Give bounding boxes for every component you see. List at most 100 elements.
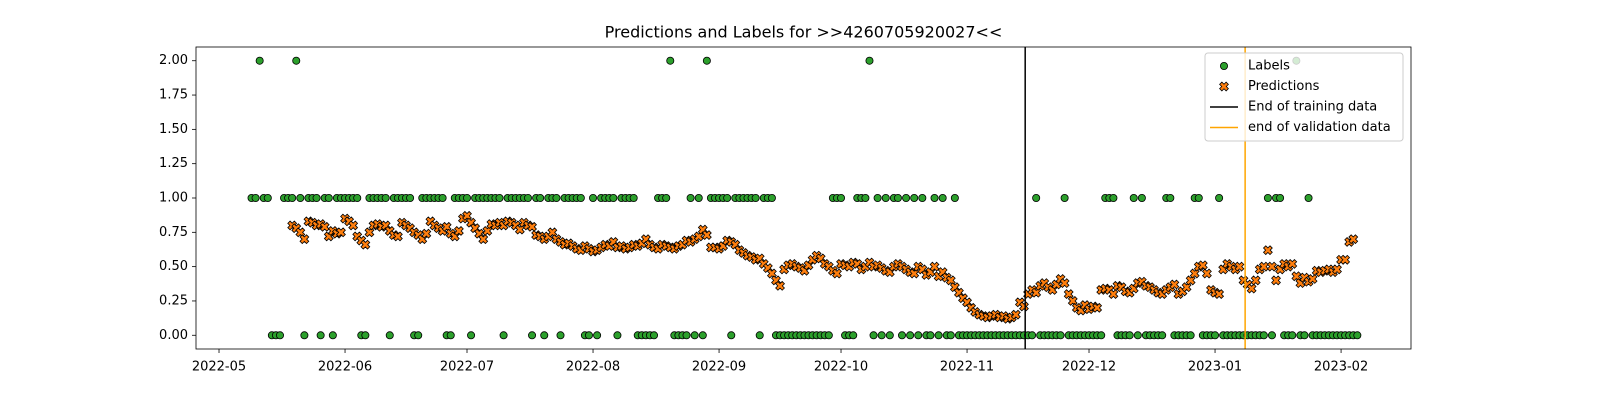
label-marker (898, 331, 907, 340)
label-marker (686, 193, 695, 202)
label-marker (446, 331, 455, 340)
label-marker (593, 331, 602, 340)
prediction-marker (1246, 283, 1257, 294)
label-marker (1353, 331, 1362, 340)
label-marker (702, 56, 711, 65)
label-marker (324, 193, 333, 202)
label-marker (463, 193, 472, 202)
prediction-marker (1332, 264, 1342, 275)
label-marker (1259, 331, 1268, 340)
label-marker (1028, 331, 1037, 340)
label-marker (727, 331, 736, 340)
label-marker (540, 331, 549, 340)
label-marker (698, 331, 707, 340)
label-marker (1158, 331, 1167, 340)
y-tick-label: 1.25 (159, 156, 188, 171)
label-marker (650, 331, 659, 340)
label-marker (861, 193, 870, 202)
label-marker (767, 193, 776, 202)
label-marker (292, 56, 301, 65)
y-tick-label: 0.75 (159, 225, 188, 240)
label-marker (467, 331, 476, 340)
prediction-marker (392, 231, 403, 242)
prediction-marker (701, 230, 712, 241)
label-marker (950, 193, 959, 202)
prediction-marker (1258, 261, 1269, 272)
label-marker (381, 193, 390, 202)
label-marker (629, 193, 638, 202)
prediction-marker (336, 227, 346, 238)
prediction-marker (775, 280, 785, 291)
prediction-marker (299, 234, 310, 245)
y-tick-label: 0.00 (159, 328, 188, 343)
x-tick-label: 2023-01 (1188, 360, 1242, 375)
label-marker (1133, 331, 1142, 340)
label-marker (873, 193, 882, 202)
x-tick-label: 2022-10 (814, 360, 868, 375)
label-marker (296, 193, 305, 202)
prediction-marker (1340, 254, 1351, 265)
prediction-marker (527, 221, 537, 232)
label-marker (662, 193, 671, 202)
prediction-marker (1262, 245, 1273, 256)
label-marker (682, 331, 691, 340)
label-marker (1300, 331, 1309, 340)
label-marker (946, 331, 955, 340)
x-tick-label: 2022-05 (192, 360, 246, 375)
prediction-marker (1214, 289, 1225, 300)
prediction-marker (1307, 274, 1318, 284)
label-marker (1211, 331, 1220, 340)
prediction-marker (929, 261, 940, 272)
series (287, 210, 1359, 324)
label-marker (869, 331, 878, 340)
label-marker (414, 331, 423, 340)
label-marker (263, 193, 272, 202)
label-marker (723, 193, 732, 202)
label-marker (893, 193, 902, 202)
y-tick-label: 1.00 (159, 191, 188, 206)
prediction-marker (1019, 301, 1029, 312)
label-marker (1220, 62, 1229, 71)
label-marker (837, 193, 846, 202)
label-marker (1288, 331, 1297, 340)
label-marker (1125, 331, 1134, 340)
label-marker (1137, 193, 1146, 202)
prediction-marker (1250, 275, 1261, 286)
prediction-marker (1059, 278, 1070, 289)
series (247, 56, 1362, 340)
legend-box (1204, 52, 1404, 142)
y-tick-label: 0.50 (159, 259, 188, 274)
label-marker (552, 193, 561, 202)
label-marker (499, 331, 508, 340)
legend-label: Labels (1248, 59, 1290, 74)
label-marker (930, 193, 939, 202)
label-marker (406, 193, 415, 202)
label-marker (584, 331, 593, 340)
label-marker (918, 193, 927, 202)
label-marker (251, 193, 260, 202)
prediction-marker (348, 220, 359, 231)
label-marker (1060, 193, 1069, 202)
y-tick-label: 0.25 (159, 293, 188, 308)
label-marker (926, 331, 935, 340)
label-marker (255, 56, 264, 65)
label-marker (755, 331, 764, 340)
label-marker (1186, 331, 1195, 340)
prediction-marker (832, 268, 842, 279)
label-marker (385, 331, 394, 340)
prediction-marker (1219, 81, 1229, 92)
label-marker (910, 193, 919, 202)
prediction-marker (1092, 302, 1103, 313)
x-tick-label: 2022-08 (566, 360, 620, 375)
legend-label: End of training data (1248, 100, 1377, 115)
label-marker (849, 331, 858, 340)
x-tick-label: 2022-07 (440, 360, 494, 375)
label-marker (300, 331, 309, 340)
label-marker (1276, 193, 1285, 202)
prediction-marker (478, 234, 489, 245)
prediction-marker (1271, 275, 1281, 286)
label-marker (312, 193, 321, 202)
prediction-marker (1010, 309, 1021, 320)
